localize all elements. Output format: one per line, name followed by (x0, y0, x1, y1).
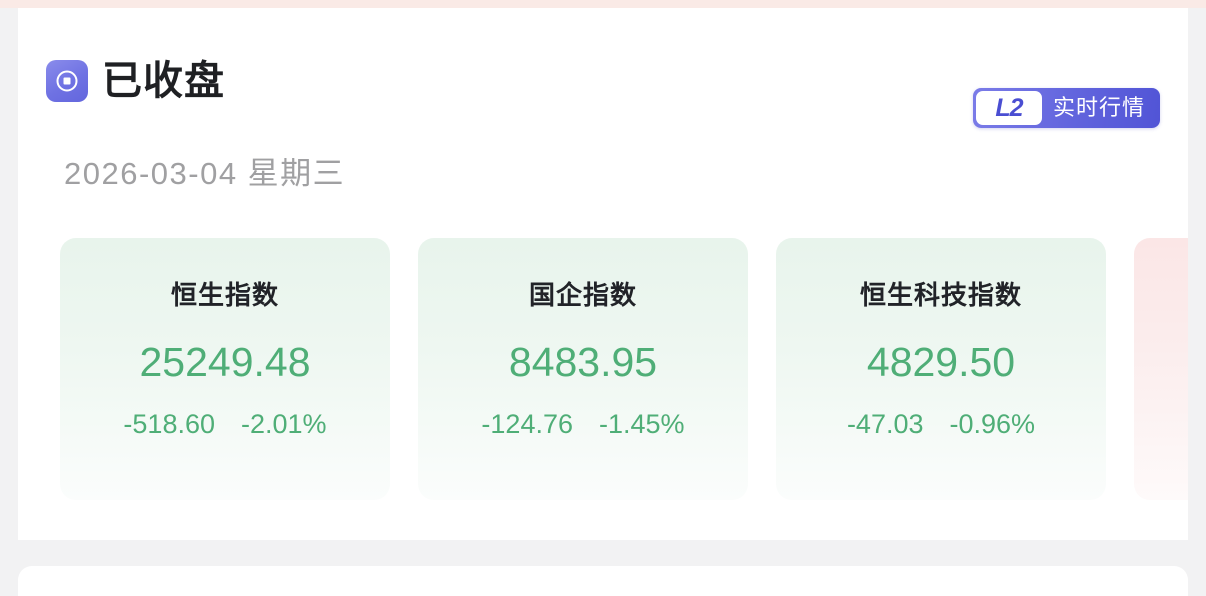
index-delta-row: -47.03 -0.96% (776, 411, 1106, 438)
index-name: 国企指数 (528, 280, 637, 310)
index-card[interactable]: 国企指数 8483.95 -124.76 -1.45% (418, 238, 748, 500)
index-delta-row: -124.76 -1.45% (418, 411, 748, 438)
index-card-strip[interactable]: 恒生指数 25249.48 -518.60 -2.01% 国企指数 8483.9… (60, 238, 1188, 513)
index-card-partial[interactable] (1134, 238, 1188, 500)
market-quote-panel: 已收盘 2026-03-04 星期三 L2 实时行情 恒生指数 25249.48… (18, 8, 1188, 540)
market-status-label: 已收盘 (102, 59, 225, 103)
index-change: -124.76 (481, 409, 573, 439)
l2-realtime-badge[interactable]: L2 实时行情 (972, 88, 1160, 128)
l2-chip-label: L2 (995, 93, 1023, 122)
index-change-percent: -2.01% (241, 409, 327, 439)
secondary-panel (18, 566, 1188, 596)
index-name: 恒生指数 (170, 280, 279, 310)
top-accent-strip (0, 0, 1206, 8)
panel-header: 已收盘 (46, 60, 1160, 116)
l2-badge-label: 实时行情 (1052, 95, 1145, 120)
index-change: -518.60 (123, 409, 215, 439)
l2-chip: L2 (975, 91, 1042, 125)
index-card[interactable]: 恒生科技指数 4829.50 -47.03 -0.96% (776, 238, 1106, 500)
index-value: 25249.48 (139, 339, 311, 385)
index-value: 4829.50 (866, 339, 1016, 385)
index-delta-row: -518.60 -2.01% (60, 411, 390, 438)
index-name: 恒生科技指数 (859, 280, 1022, 310)
index-value: 8483.95 (508, 339, 658, 385)
market-date-label: 2026-03-04 星期三 (64, 156, 346, 191)
index-change-percent: -1.45% (599, 409, 685, 439)
stop-circle-icon (46, 60, 88, 102)
index-change: -47.03 (846, 409, 924, 439)
market-status-line: 已收盘 (46, 60, 1160, 102)
index-card[interactable]: 恒生指数 25249.48 -518.60 -2.01% (60, 238, 390, 500)
index-change-percent: -0.96% (949, 409, 1036, 439)
